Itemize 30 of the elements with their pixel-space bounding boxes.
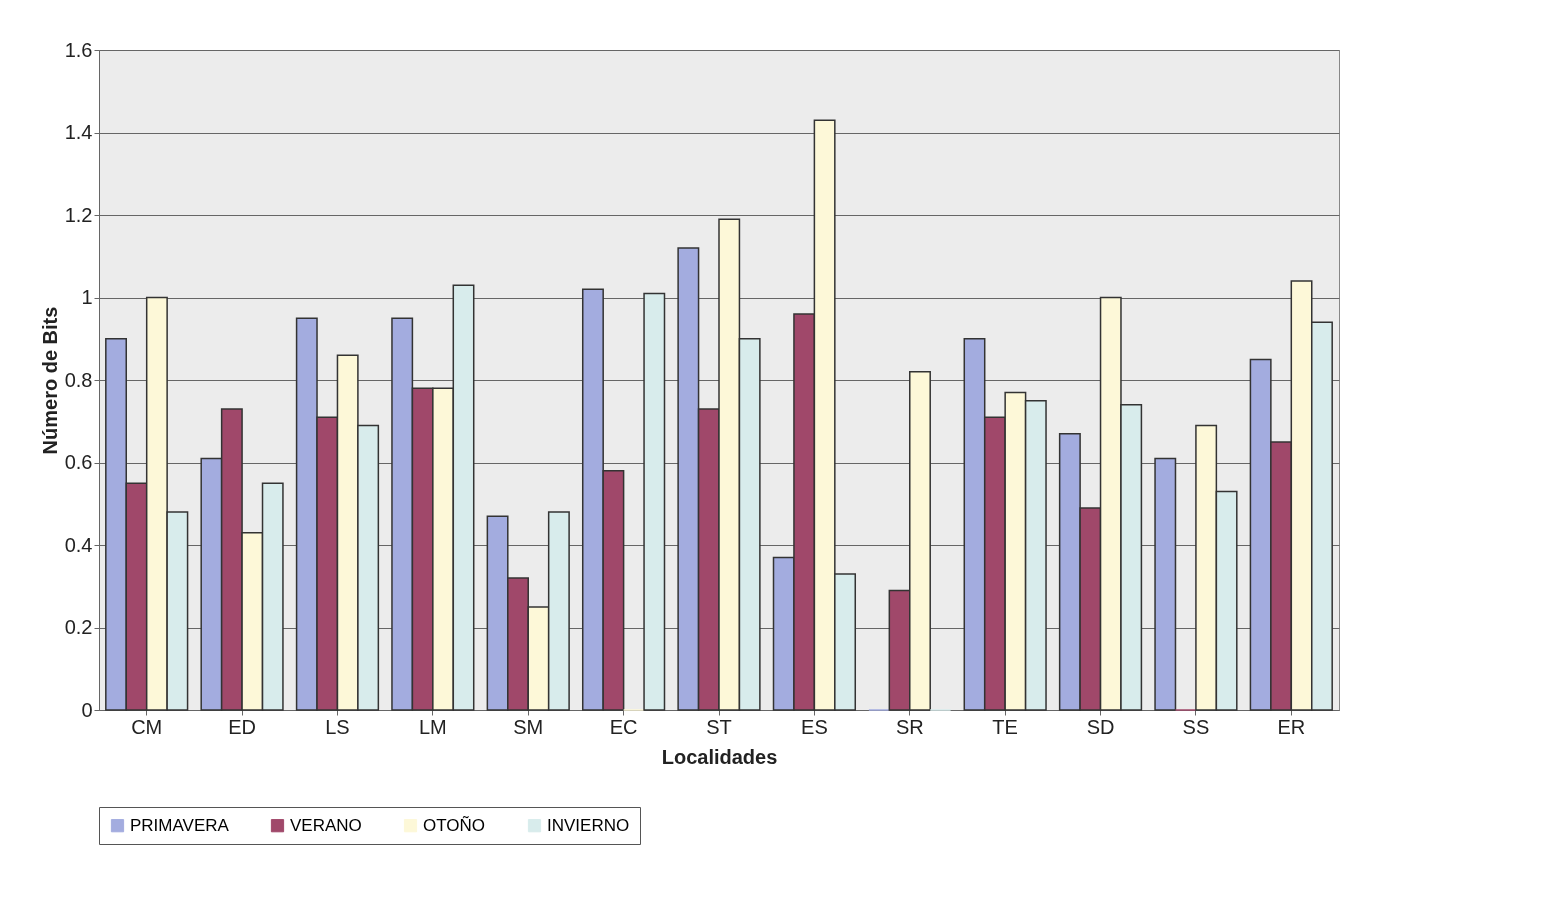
x-tick-label: SR [895,715,924,738]
bar [643,292,666,711]
y-tick-label: 1.6 [64,38,93,61]
legend-label: INVIERNO [547,815,630,835]
x-tick-label: ER [1277,715,1306,738]
x-tick-label: SM [513,715,544,738]
y-tick-label: 0.8 [64,368,93,391]
x-tick-label: ED [228,715,256,738]
bar [1154,457,1177,711]
x-tick-label: ES [801,715,828,738]
x-tick-label: LM [418,715,447,738]
y-tick-label: 0.2 [64,616,93,638]
y-tick-label: 1.2 [64,203,93,226]
x-tick-label: SS [1182,715,1210,738]
legend-label: VERANO [290,815,362,835]
y-tick-label: 0 [81,698,93,721]
x-axis-title: Localidades [661,745,778,768]
x-tick-label: LS [325,715,350,738]
x-tick-label: SD [1086,715,1115,738]
y-tick-label: 1.4 [64,121,93,143]
y-tick-label: 0.6 [64,451,93,473]
y-tick-label: 1 [81,286,93,308]
x-tick-label: ST [706,715,732,738]
y-tick-label: 0.4 [64,533,93,556]
x-tick-label: EC [609,715,638,738]
y-axis-title: Número de Bits [38,306,61,455]
x-tick-label: CM [131,715,163,738]
legend-label: OTOÑO [423,815,486,835]
x-tick-label: TE [992,715,1018,738]
legend-label: PRIMAVERA [130,815,230,835]
